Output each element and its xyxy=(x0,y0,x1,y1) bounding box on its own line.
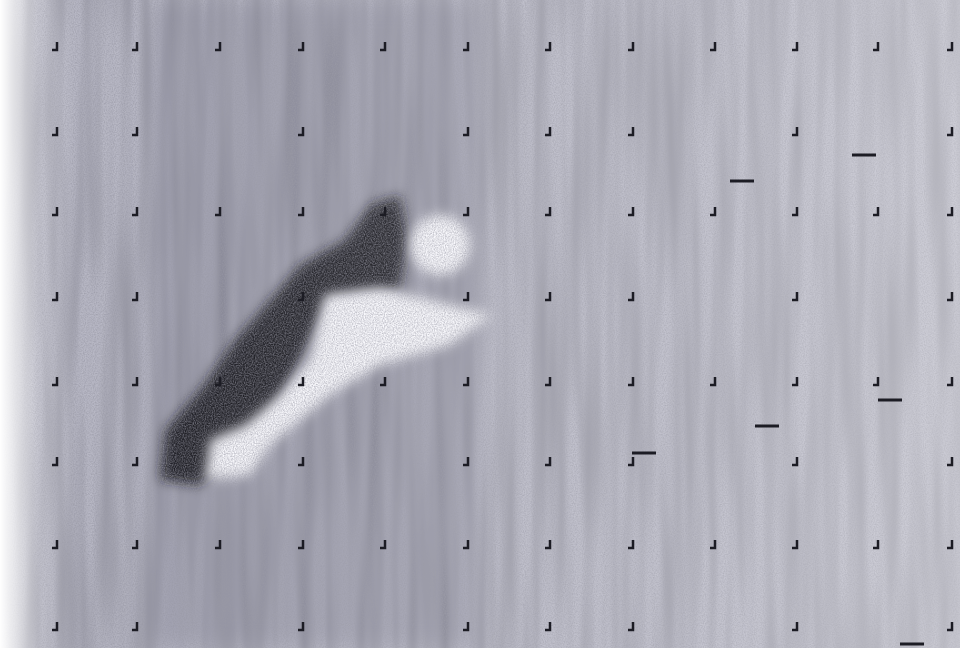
tick-mark xyxy=(52,207,59,217)
tick-mark xyxy=(132,377,139,387)
tick-mark xyxy=(380,377,387,387)
tick-mark xyxy=(463,42,470,52)
tick-mark xyxy=(298,457,305,467)
tick-mark xyxy=(463,207,470,217)
tick-mark xyxy=(380,540,387,550)
tick-mark xyxy=(710,540,717,550)
tick-mark xyxy=(215,42,222,52)
tick-mark xyxy=(792,540,799,550)
tick-mark xyxy=(463,457,470,467)
tick-mark xyxy=(52,457,59,467)
tick-mark xyxy=(298,377,305,387)
tick-mark xyxy=(628,377,635,387)
tick-mark xyxy=(298,42,305,52)
tick-mark xyxy=(52,42,59,52)
tick-mark xyxy=(215,540,222,550)
tick-mark xyxy=(52,622,59,632)
tick-mark xyxy=(792,457,799,467)
tick-mark xyxy=(132,292,139,302)
tick-mark xyxy=(298,540,305,550)
tick-mark xyxy=(545,127,552,137)
tick-mark xyxy=(947,457,954,467)
tick-mark xyxy=(628,457,635,467)
tick-mark xyxy=(132,457,139,467)
tick-mark xyxy=(463,292,470,302)
tick-mark xyxy=(628,42,635,52)
tick-mark xyxy=(298,207,305,217)
tick-mark xyxy=(628,292,635,302)
tick-mark xyxy=(52,377,59,387)
tick-mark xyxy=(463,540,470,550)
tick-mark xyxy=(947,622,954,632)
tick-mark xyxy=(545,457,552,467)
tick-mark xyxy=(132,127,139,137)
tick-mark xyxy=(545,377,552,387)
tick-mark xyxy=(52,292,59,302)
tick-mark xyxy=(628,207,635,217)
tick-mark xyxy=(215,207,222,217)
tick-mark xyxy=(298,622,305,632)
tick-mark xyxy=(545,622,552,632)
tick-mark xyxy=(298,292,305,302)
tick-mark xyxy=(132,622,139,632)
tick-mark xyxy=(628,127,635,137)
tick-mark xyxy=(947,292,954,302)
tick-mark xyxy=(947,42,954,52)
tick-mark xyxy=(873,207,880,217)
tick-mark xyxy=(947,377,954,387)
tick-mark xyxy=(132,540,139,550)
tick-mark xyxy=(873,42,880,52)
tick-mark xyxy=(792,127,799,137)
tick-mark xyxy=(463,622,470,632)
tick-mark xyxy=(380,42,387,52)
tick-mark xyxy=(298,127,305,137)
tick-mark xyxy=(545,540,552,550)
tick-mark xyxy=(947,540,954,550)
tick-mark xyxy=(792,377,799,387)
tick-mark xyxy=(545,292,552,302)
tick-mark xyxy=(947,207,954,217)
tick-mark xyxy=(873,540,880,550)
tick-mark xyxy=(380,207,387,217)
tick-mark xyxy=(545,42,552,52)
tick-mark xyxy=(628,540,635,550)
tick-mark xyxy=(132,207,139,217)
tick-mark xyxy=(792,42,799,52)
tick-mark xyxy=(545,207,552,217)
tick-mark xyxy=(132,42,139,52)
tick-mark xyxy=(52,127,59,137)
tick-mark xyxy=(792,622,799,632)
tick-marks xyxy=(52,42,954,646)
tick-mark xyxy=(710,42,717,52)
tick-mark xyxy=(710,377,717,387)
tick-mark xyxy=(628,622,635,632)
tick-mark xyxy=(792,292,799,302)
tick-mark xyxy=(873,377,880,387)
tick-mark xyxy=(463,377,470,387)
tick-mark xyxy=(215,377,222,387)
tick-mark xyxy=(52,540,59,550)
tick-mark xyxy=(710,207,717,217)
tick-mark xyxy=(947,127,954,137)
tick-mark xyxy=(463,127,470,137)
tick-mark xyxy=(792,207,799,217)
